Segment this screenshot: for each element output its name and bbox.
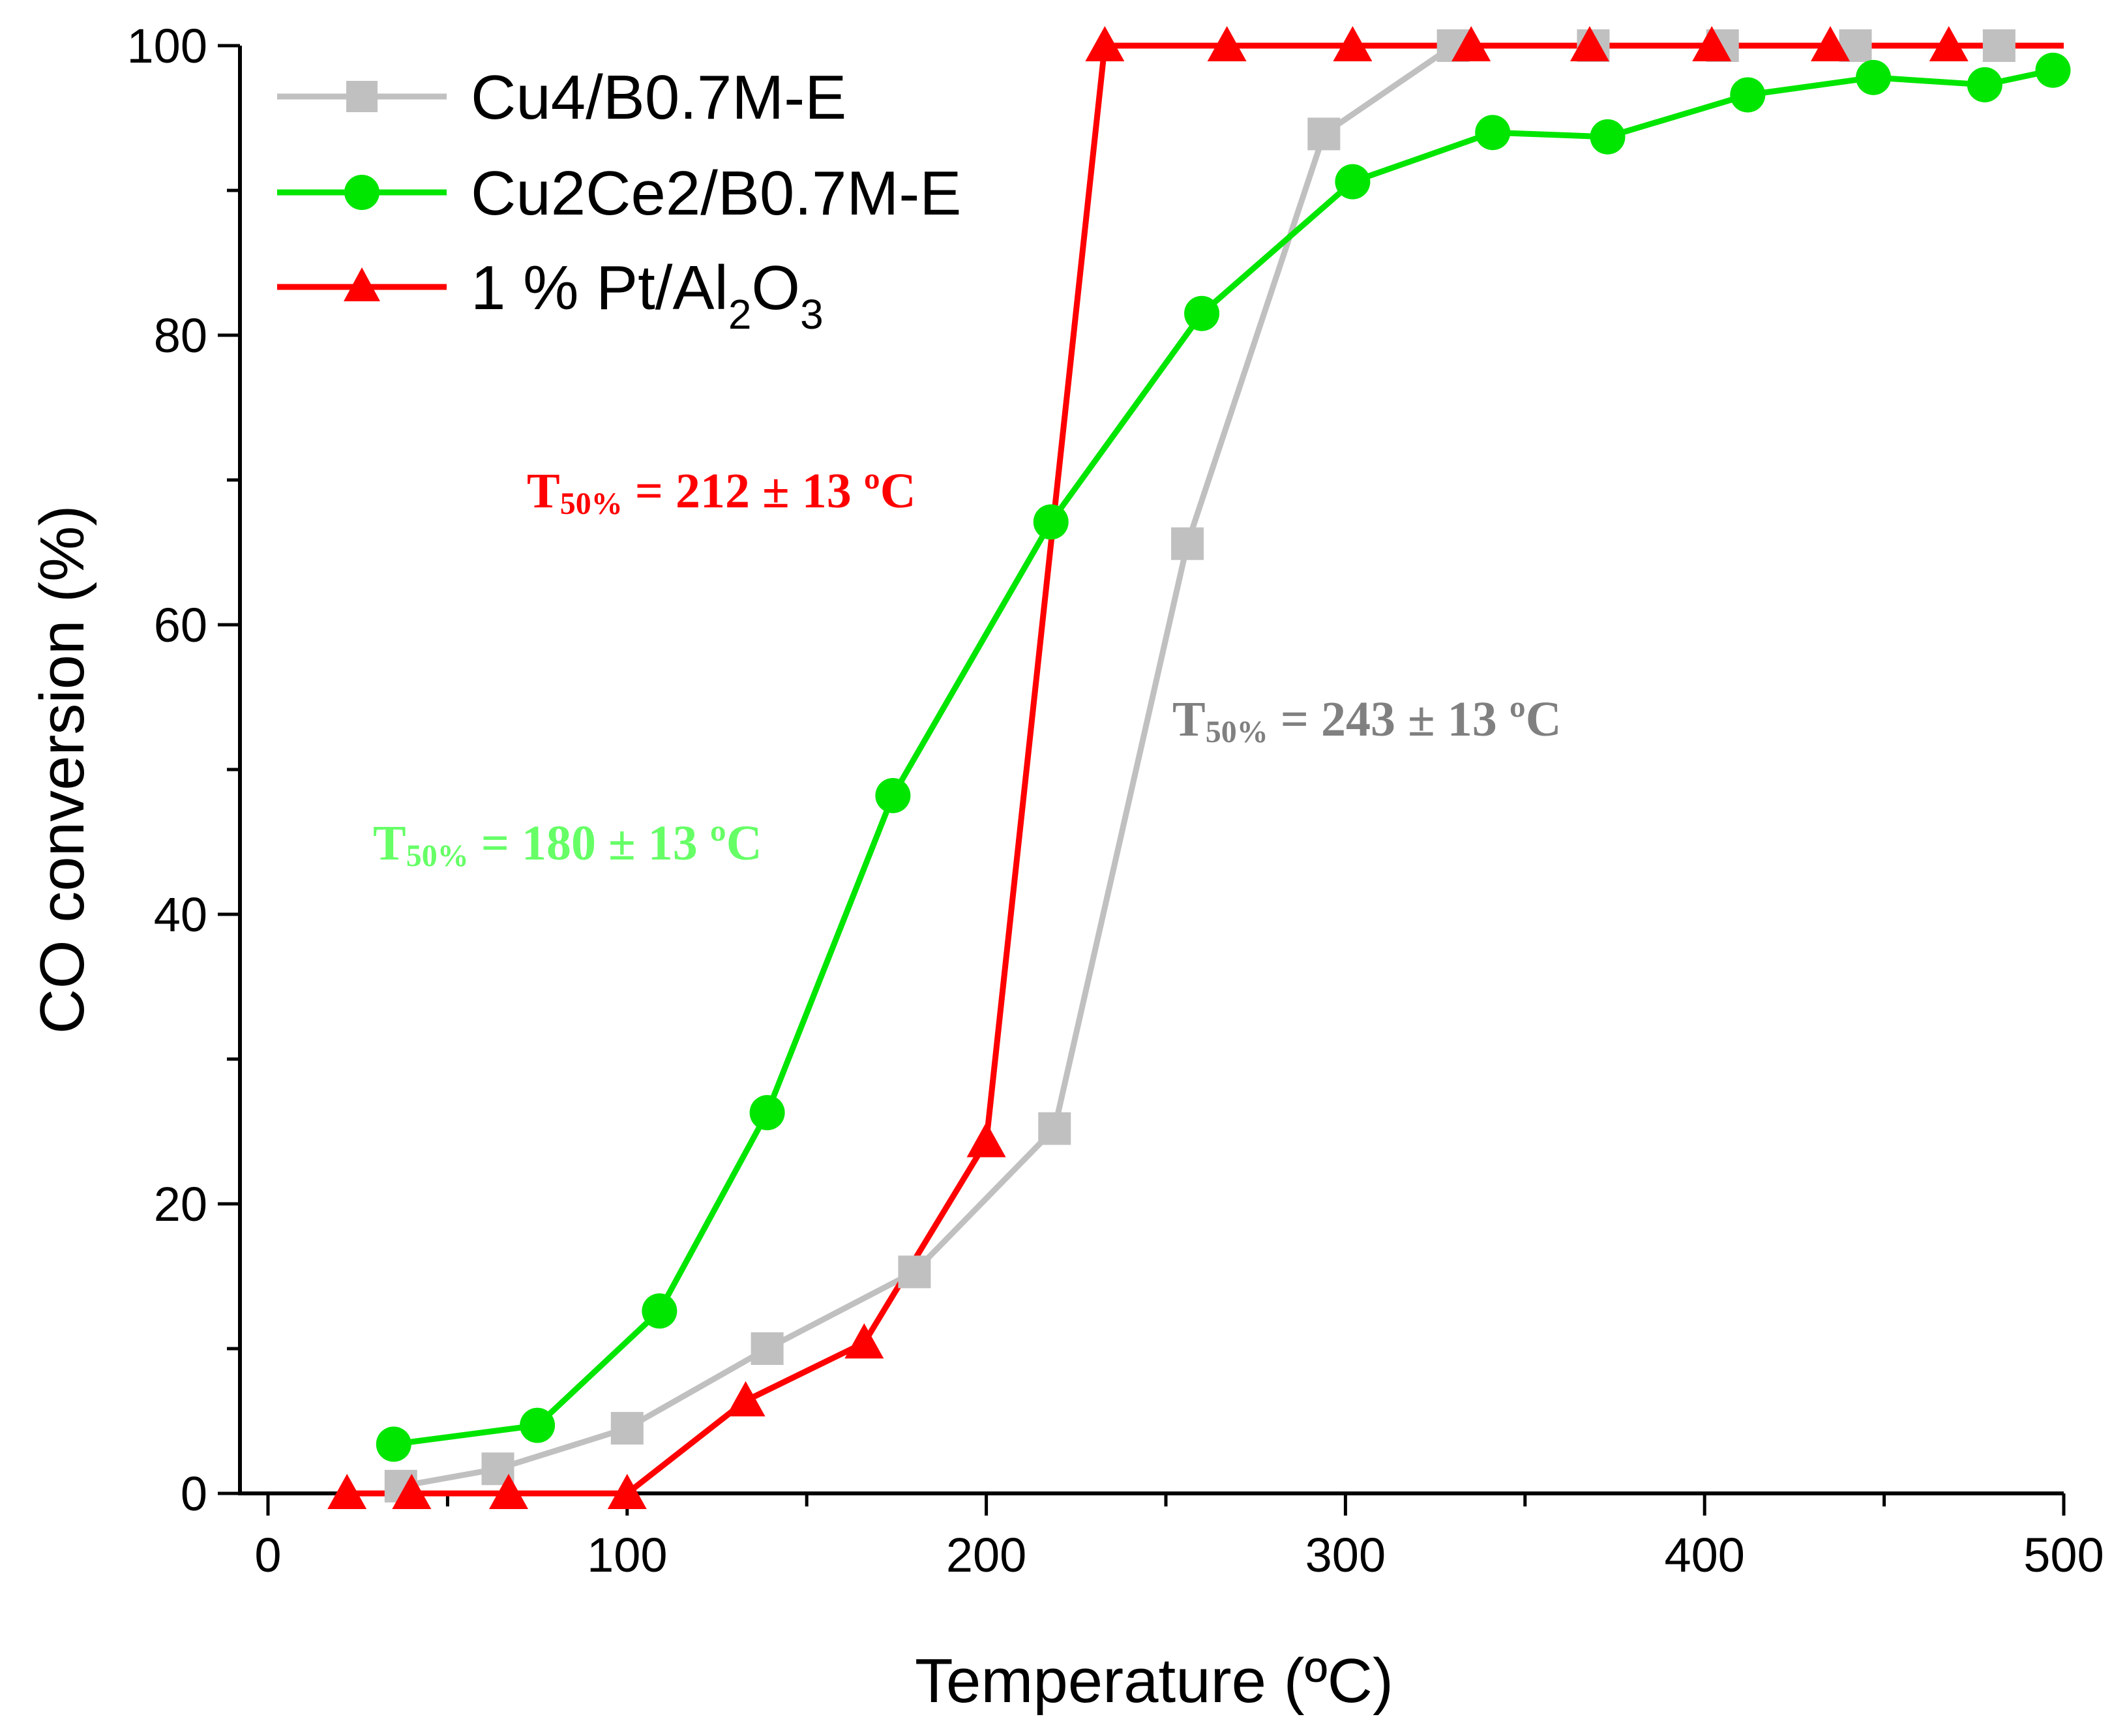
legend-circle-marker-icon bbox=[344, 175, 379, 210]
legend: Cu4/B0.7M-E Cu2Ce2/B0.7M-E 1 % Pt/Al2O3 bbox=[277, 63, 961, 338]
legend-entry-pt: 1 % Pt/Al2O3 bbox=[277, 253, 824, 338]
y-tick-label: 0 bbox=[181, 1467, 207, 1521]
series-line bbox=[347, 42, 2064, 1497]
legend-entry-cu4: Cu4/B0.7M-E bbox=[277, 63, 846, 132]
data-point-circle bbox=[1335, 164, 1371, 200]
data-point-triangle bbox=[1085, 26, 1125, 61]
legend-square-marker-icon bbox=[346, 81, 378, 112]
data-point-circle bbox=[1184, 295, 1220, 331]
data-point-square bbox=[1038, 1112, 1071, 1145]
data-point-circle bbox=[1033, 504, 1069, 540]
data-point-triangle bbox=[607, 1474, 647, 1509]
series-line bbox=[393, 67, 2054, 1447]
data-point-circle bbox=[1856, 59, 1892, 95]
y-tick-label: 20 bbox=[154, 1177, 207, 1231]
data-point-circle bbox=[2035, 52, 2071, 88]
data-point-triangle bbox=[1692, 26, 1732, 61]
data-point-triangle bbox=[966, 1122, 1006, 1158]
data-point-square bbox=[898, 1255, 931, 1289]
series-markers bbox=[327, 26, 2071, 1509]
data-point-circle bbox=[642, 1293, 677, 1329]
data-point-triangle bbox=[1207, 26, 1247, 61]
data-point-triangle bbox=[392, 1474, 432, 1509]
data-point-triangle bbox=[844, 1323, 884, 1359]
legend-label-cu4: Cu4/B0.7M-E bbox=[471, 63, 846, 132]
legend-label-cu2ce2: Cu2Ce2/B0.7M-E bbox=[471, 158, 961, 228]
data-point-square bbox=[1171, 527, 1204, 560]
data-point-triangle bbox=[327, 1474, 367, 1509]
data-point-circle bbox=[1475, 115, 1511, 151]
y-axis-title: CO conversion (%) bbox=[27, 505, 97, 1034]
data-point-square bbox=[610, 1412, 644, 1445]
data-point-circle bbox=[376, 1426, 411, 1462]
data-point-triangle bbox=[1810, 26, 1850, 61]
y-tick-label: 100 bbox=[127, 19, 207, 73]
data-point-circle bbox=[1590, 119, 1626, 155]
data-point-triangle bbox=[1451, 26, 1491, 61]
annotation-cu2ce2-t50: T50% = 180 ± 13 ºC bbox=[373, 816, 762, 873]
x-tick-label: 0 bbox=[254, 1528, 281, 1582]
data-point-circle bbox=[1730, 77, 1766, 113]
data-point-square bbox=[1982, 29, 2015, 62]
legend-label-pt: 1 % Pt/Al2O3 bbox=[471, 253, 824, 338]
data-point-circle bbox=[749, 1095, 785, 1131]
data-point-triangle bbox=[489, 1474, 529, 1509]
data-point-triangle bbox=[1929, 26, 1969, 61]
x-tick-label: 500 bbox=[2023, 1528, 2104, 1582]
legend-triangle-marker-icon bbox=[344, 267, 380, 301]
ticks: 0 100 200 300 400 500 0 20 40 60 80 100 bbox=[127, 19, 2104, 1582]
y-tick-label: 40 bbox=[154, 888, 207, 942]
x-tick-label: 100 bbox=[587, 1528, 667, 1582]
data-point-square bbox=[751, 1332, 784, 1365]
data-point-square bbox=[1307, 117, 1341, 151]
annotation-cu4-t50: T50% = 243 ± 13 ºC bbox=[1172, 692, 1562, 749]
data-point-circle bbox=[520, 1407, 556, 1443]
data-point-triangle bbox=[726, 1381, 766, 1416]
data-point-triangle bbox=[1569, 26, 1609, 61]
annotation-pt-t50: T50% = 212 ± 13 ºC bbox=[527, 464, 916, 521]
data-point-circle bbox=[875, 777, 911, 813]
data-point-circle bbox=[1967, 67, 2002, 102]
data-point-triangle bbox=[1333, 26, 1373, 61]
legend-entry-cu2ce2: Cu2Ce2/B0.7M-E bbox=[277, 158, 961, 228]
x-tick-label: 200 bbox=[946, 1528, 1026, 1582]
x-tick-label: 400 bbox=[1664, 1528, 1744, 1582]
x-tick-label: 300 bbox=[1305, 1528, 1386, 1582]
y-tick-label: 80 bbox=[154, 308, 207, 363]
x-axis-title: Temperature (ºC) bbox=[915, 1646, 1393, 1716]
y-tick-label: 60 bbox=[154, 598, 207, 652]
